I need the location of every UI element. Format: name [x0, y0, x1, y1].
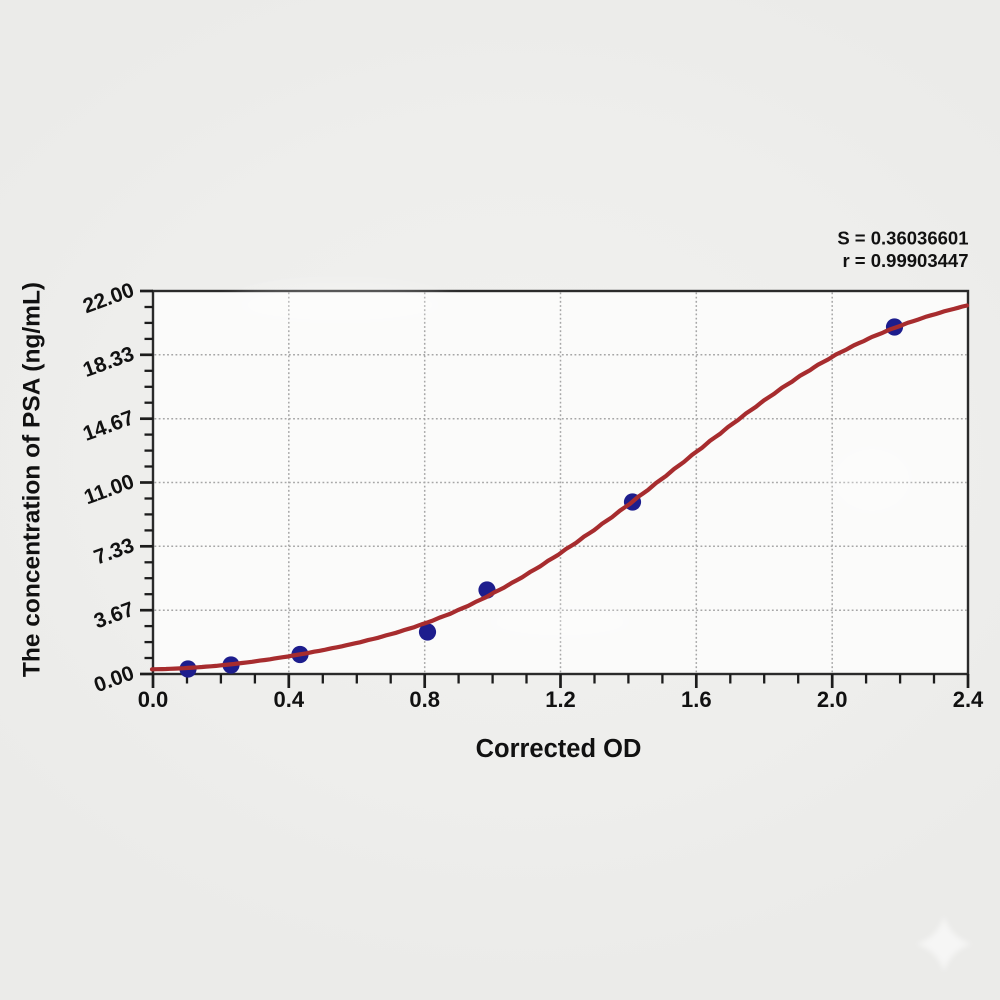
- svg-text:r = 0.99903447: r = 0.99903447: [842, 250, 968, 271]
- svg-text:2.4: 2.4: [953, 687, 984, 712]
- svg-text:S = 0.36036601: S = 0.36036601: [837, 228, 968, 249]
- svg-text:14.67: 14.67: [80, 406, 137, 446]
- svg-text:1.2: 1.2: [545, 687, 576, 712]
- svg-text:18.33: 18.33: [80, 342, 137, 382]
- svg-text:3.67: 3.67: [91, 598, 137, 634]
- svg-text:0.4: 0.4: [274, 687, 305, 712]
- svg-text:2.0: 2.0: [817, 687, 848, 712]
- svg-text:0.8: 0.8: [409, 687, 440, 712]
- svg-text:0.0: 0.0: [138, 687, 169, 712]
- svg-text:Corrected OD: Corrected OD: [476, 735, 642, 763]
- svg-text:22.00: 22.00: [80, 279, 137, 319]
- svg-text:1.6: 1.6: [681, 687, 712, 712]
- svg-text:The concentration of PSA (ng/m: The concentration of PSA (ng/mL): [19, 282, 46, 677]
- svg-text:11.00: 11.00: [81, 470, 137, 509]
- svg-text:0.00: 0.00: [91, 662, 137, 698]
- svg-text:7.33: 7.33: [91, 534, 137, 570]
